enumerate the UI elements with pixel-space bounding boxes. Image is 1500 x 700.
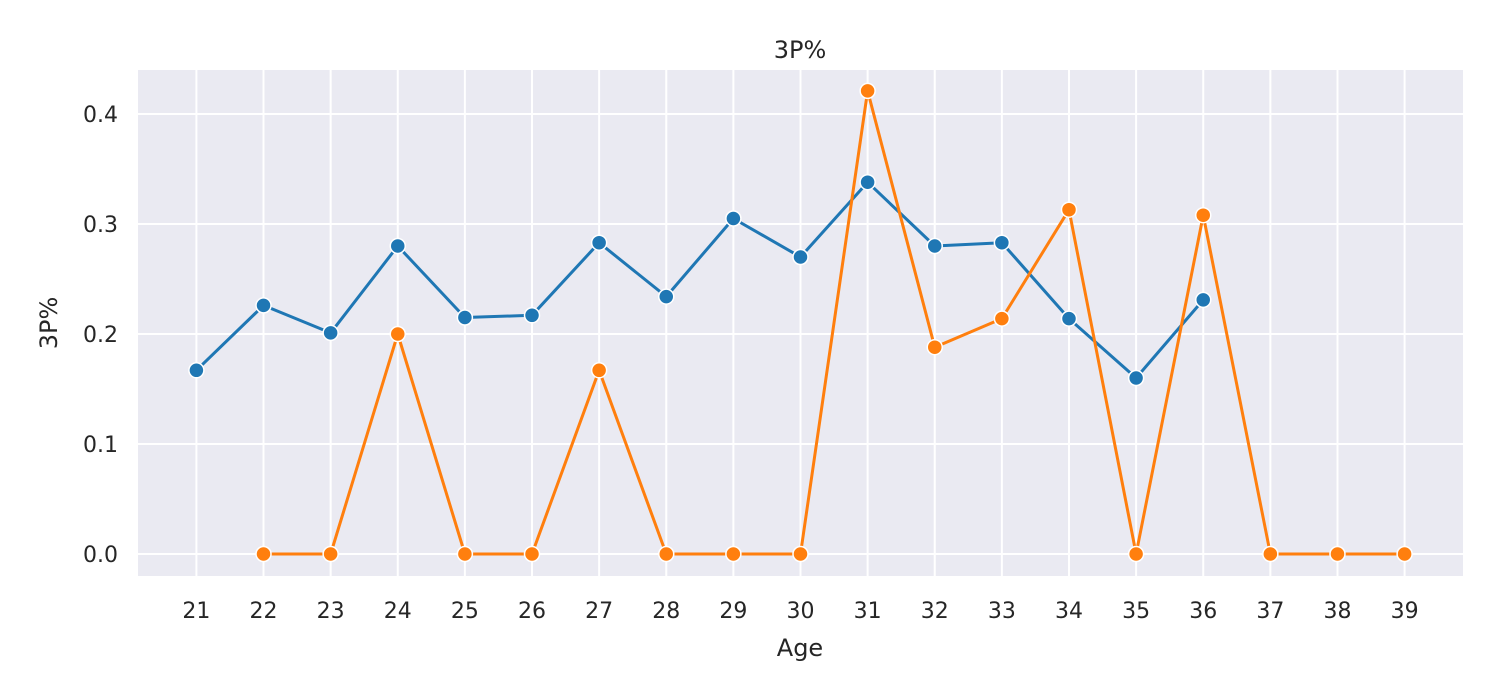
series-1-point bbox=[926, 237, 943, 255]
y-axis-label: 3P% bbox=[35, 297, 63, 350]
series-2-point bbox=[926, 338, 943, 356]
chart-title: 3P% bbox=[774, 36, 827, 64]
series-1-point bbox=[1060, 310, 1078, 327]
series-1-point bbox=[859, 173, 876, 191]
series-1-point bbox=[658, 288, 675, 305]
series-2-point bbox=[322, 545, 339, 563]
series-1-point bbox=[255, 297, 272, 314]
y-tick-label: 0.4 bbox=[83, 103, 118, 128]
x-axis-label: Age bbox=[777, 634, 823, 662]
x-tick-label: 23 bbox=[317, 599, 345, 624]
x-tick-label: 21 bbox=[182, 599, 210, 624]
series-2-line bbox=[262, 89, 1407, 556]
x-tick-label: 24 bbox=[384, 599, 412, 624]
series-2-point bbox=[1194, 206, 1212, 224]
series-1-point bbox=[456, 309, 474, 326]
series-2-point bbox=[1329, 545, 1346, 563]
series-2-point bbox=[1060, 201, 1078, 218]
x-tick-label: 29 bbox=[719, 599, 747, 624]
series-1-point bbox=[1127, 369, 1145, 387]
series-2-point bbox=[1127, 545, 1145, 563]
x-tick-label: 30 bbox=[787, 599, 815, 624]
series-2-point bbox=[1396, 545, 1413, 563]
series-1-point bbox=[792, 248, 809, 266]
series-2-point bbox=[993, 310, 1011, 327]
y-tick-label: 0.2 bbox=[83, 323, 118, 348]
series-2-point bbox=[658, 545, 675, 563]
y-tick-label: 0.3 bbox=[83, 213, 118, 238]
series-1-point bbox=[993, 234, 1011, 251]
series-2-point bbox=[523, 545, 541, 563]
x-tick-label: 34 bbox=[1055, 599, 1083, 624]
series-1-point bbox=[1194, 291, 1212, 309]
x-tick-label: 33 bbox=[988, 599, 1016, 624]
x-tick-label: 37 bbox=[1256, 599, 1284, 624]
series-2-point bbox=[590, 362, 608, 379]
series-1-point bbox=[188, 362, 205, 379]
series-2-point bbox=[255, 545, 272, 563]
series-2-point bbox=[389, 325, 407, 343]
series-1-point bbox=[725, 210, 742, 227]
series-1-point bbox=[389, 237, 407, 255]
series-2-point bbox=[456, 545, 474, 563]
series-1-line bbox=[194, 180, 1205, 380]
x-tick-label: 27 bbox=[585, 599, 613, 624]
x-tick-label: 26 bbox=[518, 599, 546, 624]
x-tick-label: 25 bbox=[451, 599, 479, 624]
series-layer bbox=[188, 82, 1413, 563]
x-tick-label: 22 bbox=[250, 599, 278, 624]
series-2-point bbox=[792, 545, 809, 563]
x-tick-label: 32 bbox=[921, 599, 949, 624]
series-2-point bbox=[859, 82, 876, 100]
y-tick-labels: 0.0 0.1 0.2 0.3 0.4 bbox=[83, 103, 118, 568]
series-2-point bbox=[725, 545, 742, 563]
x-tick-label: 35 bbox=[1122, 599, 1150, 624]
y-tick-label: 0.0 bbox=[83, 543, 118, 568]
x-tick-label: 28 bbox=[652, 599, 680, 624]
series-1-point bbox=[322, 324, 339, 342]
series-2-point bbox=[1262, 545, 1279, 563]
series-1-point bbox=[523, 307, 541, 324]
x-tick-label: 38 bbox=[1323, 599, 1351, 624]
x-tick-label: 31 bbox=[854, 599, 882, 624]
x-tick-labels: 21 22 23 24 25 26 27 28 29 30 31 32 33 34 35 36 37 38 39 bbox=[182, 599, 1418, 624]
series-1 bbox=[188, 173, 1212, 387]
gridlines bbox=[138, 70, 1463, 576]
series-1-point bbox=[590, 234, 608, 251]
x-tick-label: 36 bbox=[1189, 599, 1217, 624]
x-tick-label: 39 bbox=[1391, 599, 1419, 624]
series-2 bbox=[255, 82, 1413, 563]
y-tick-label: 0.1 bbox=[83, 433, 118, 458]
